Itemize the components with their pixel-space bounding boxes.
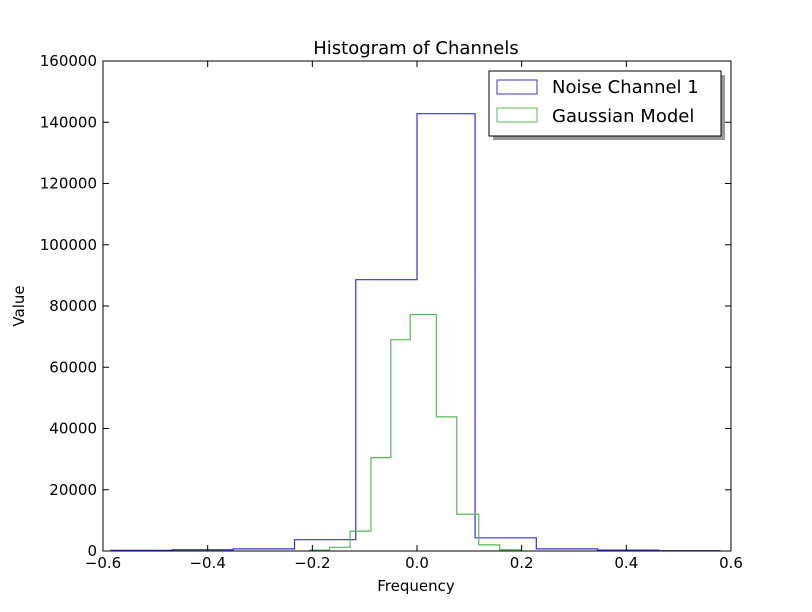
histogram-series-group bbox=[110, 113, 721, 552]
bin-bar bbox=[436, 417, 456, 551]
x-tick-label: −0.6 bbox=[85, 554, 121, 572]
series-gaussian-model bbox=[309, 313, 522, 551]
bin-bar bbox=[417, 114, 475, 551]
bin-bar bbox=[479, 545, 500, 551]
bin-bar bbox=[350, 531, 371, 551]
y-axis-label: Value bbox=[10, 285, 28, 326]
histogram-outline-noise-channel-1 bbox=[110, 113, 721, 552]
x-tick-label: 0.6 bbox=[719, 554, 743, 572]
x-tick-label: 0.4 bbox=[614, 554, 638, 572]
bin-bar bbox=[371, 458, 391, 551]
legend-label-noise-channel-1: Noise Channel 1 bbox=[552, 77, 699, 98]
y-tick-label: 40000 bbox=[49, 420, 97, 438]
chart-title: Histogram of Channels bbox=[313, 38, 518, 59]
x-tick-label: 0.0 bbox=[405, 554, 429, 572]
legend-swatch-gaussian-model bbox=[496, 107, 538, 123]
x-tick-label: 0.2 bbox=[510, 554, 534, 572]
y-tick-label: 120000 bbox=[40, 175, 97, 193]
x-axis-label: Frequency bbox=[377, 577, 455, 595]
bin-bar bbox=[410, 315, 436, 551]
histogram-outline-gaussian-model bbox=[309, 313, 522, 551]
bin-bar bbox=[356, 280, 417, 551]
y-tick-label: 20000 bbox=[49, 481, 97, 499]
y-tick-label: 160000 bbox=[40, 52, 97, 70]
y-tick-label: 140000 bbox=[40, 113, 97, 131]
y-axis: 0 20000 40000 60000 80000 100000 120000 140000 1… bbox=[40, 52, 731, 560]
legend-swatch-noise-channel-1 bbox=[496, 79, 538, 95]
x-tick-label: −0.4 bbox=[189, 554, 225, 572]
bin-bar bbox=[391, 340, 410, 551]
legend-box bbox=[488, 70, 722, 137]
y-tick-label: 100000 bbox=[40, 236, 97, 254]
series-noise-channel-1 bbox=[110, 113, 721, 552]
x-axis: −0.6 −0.4 −0.2 0.0 0.2 0.4 0.6 bbox=[85, 61, 743, 572]
legend-label-gaussian-model: Gaussian Model bbox=[552, 106, 694, 127]
bin-bar bbox=[295, 540, 356, 551]
legend: Noise Channel 1 Gaussian Model bbox=[488, 70, 725, 140]
y-tick-label: 60000 bbox=[49, 358, 97, 376]
y-tick-label: 80000 bbox=[49, 297, 97, 315]
y-tick-label: 0 bbox=[87, 542, 97, 560]
x-tick-label: −0.2 bbox=[294, 554, 330, 572]
